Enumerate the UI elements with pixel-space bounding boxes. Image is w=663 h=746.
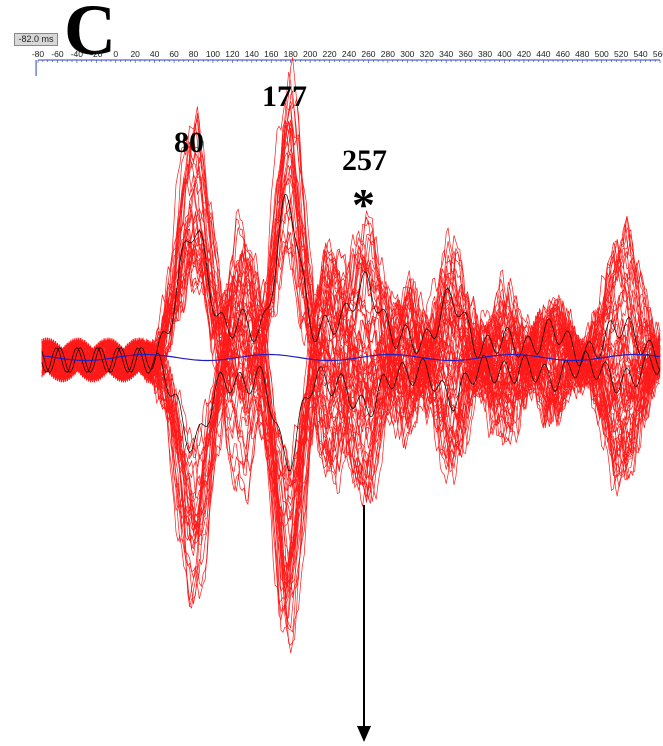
x-tick-label: 320 — [420, 49, 434, 59]
x-tick-label: 200 — [303, 49, 317, 59]
channel-trace — [41, 128, 661, 481]
x-tick-label: 80 — [189, 49, 199, 59]
x-tick-label: 380 — [478, 49, 492, 59]
channel-trace — [41, 177, 661, 503]
channel-trace — [41, 254, 661, 587]
channel-trace — [41, 164, 661, 466]
cursor-time-readout: -82.0 ms — [14, 33, 58, 46]
peak-label-80: 80 — [174, 126, 204, 159]
x-tick-label: 40 — [150, 49, 160, 59]
x-tick-label: -40 — [71, 49, 84, 59]
x-tick-label: 220 — [322, 49, 336, 59]
x-tick-label: 360 — [459, 49, 473, 59]
channel-trace — [41, 254, 661, 588]
x-tick-label: -20 — [90, 49, 103, 59]
x-tick-label: 540 — [633, 49, 647, 59]
x-tick-label: 420 — [517, 49, 531, 59]
channel-trace — [41, 249, 661, 607]
baseline-group — [41, 353, 661, 362]
channel-trace — [41, 218, 661, 550]
x-tick-label: 280 — [381, 49, 395, 59]
x-tick-label: 100 — [206, 49, 220, 59]
x-tick-label: 560 — [653, 49, 663, 59]
channel-trace — [41, 113, 661, 545]
x-tick-label: 140 — [245, 49, 259, 59]
x-tick-label: 340 — [439, 49, 453, 59]
x-tick-label: 300 — [400, 49, 414, 59]
x-tick-label: 160 — [264, 49, 278, 59]
x-tick-label: 480 — [575, 49, 589, 59]
channel-trace — [41, 161, 661, 581]
channel-trace — [41, 153, 661, 448]
time-axis: -80 -60 -40 -20 0 20 40 60 80 100 120 140 160 180 200 2… — [32, 49, 663, 76]
x-tick-label: 0 — [113, 49, 118, 59]
x-tick-label: 180 — [284, 49, 298, 59]
x-tick-label: 440 — [536, 49, 550, 59]
channel-trace — [41, 247, 661, 543]
panel-letter: C — [64, 0, 116, 70]
mean-baseline-trace — [41, 353, 661, 362]
down-arrow-icon — [357, 505, 371, 742]
peak-label-257: 257 — [342, 144, 387, 177]
significance-marker: * — [352, 179, 375, 230]
x-tick-label: -60 — [51, 49, 64, 59]
x-tick-label: -80 — [32, 49, 45, 59]
x-tick-label: 400 — [497, 49, 511, 59]
x-tick-label: 460 — [556, 49, 570, 59]
reference-trace — [41, 346, 661, 472]
x-tick-label: 520 — [614, 49, 628, 59]
channel-trace — [41, 71, 661, 550]
x-tick-label: 240 — [342, 49, 356, 59]
peak-label-177: 177 — [262, 80, 307, 113]
x-tick-label: 60 — [169, 49, 179, 59]
x-tick-label: 260 — [361, 49, 375, 59]
x-tick-label: 20 — [130, 49, 140, 59]
x-tick-label: 500 — [595, 49, 609, 59]
x-tick-label: 120 — [225, 49, 239, 59]
